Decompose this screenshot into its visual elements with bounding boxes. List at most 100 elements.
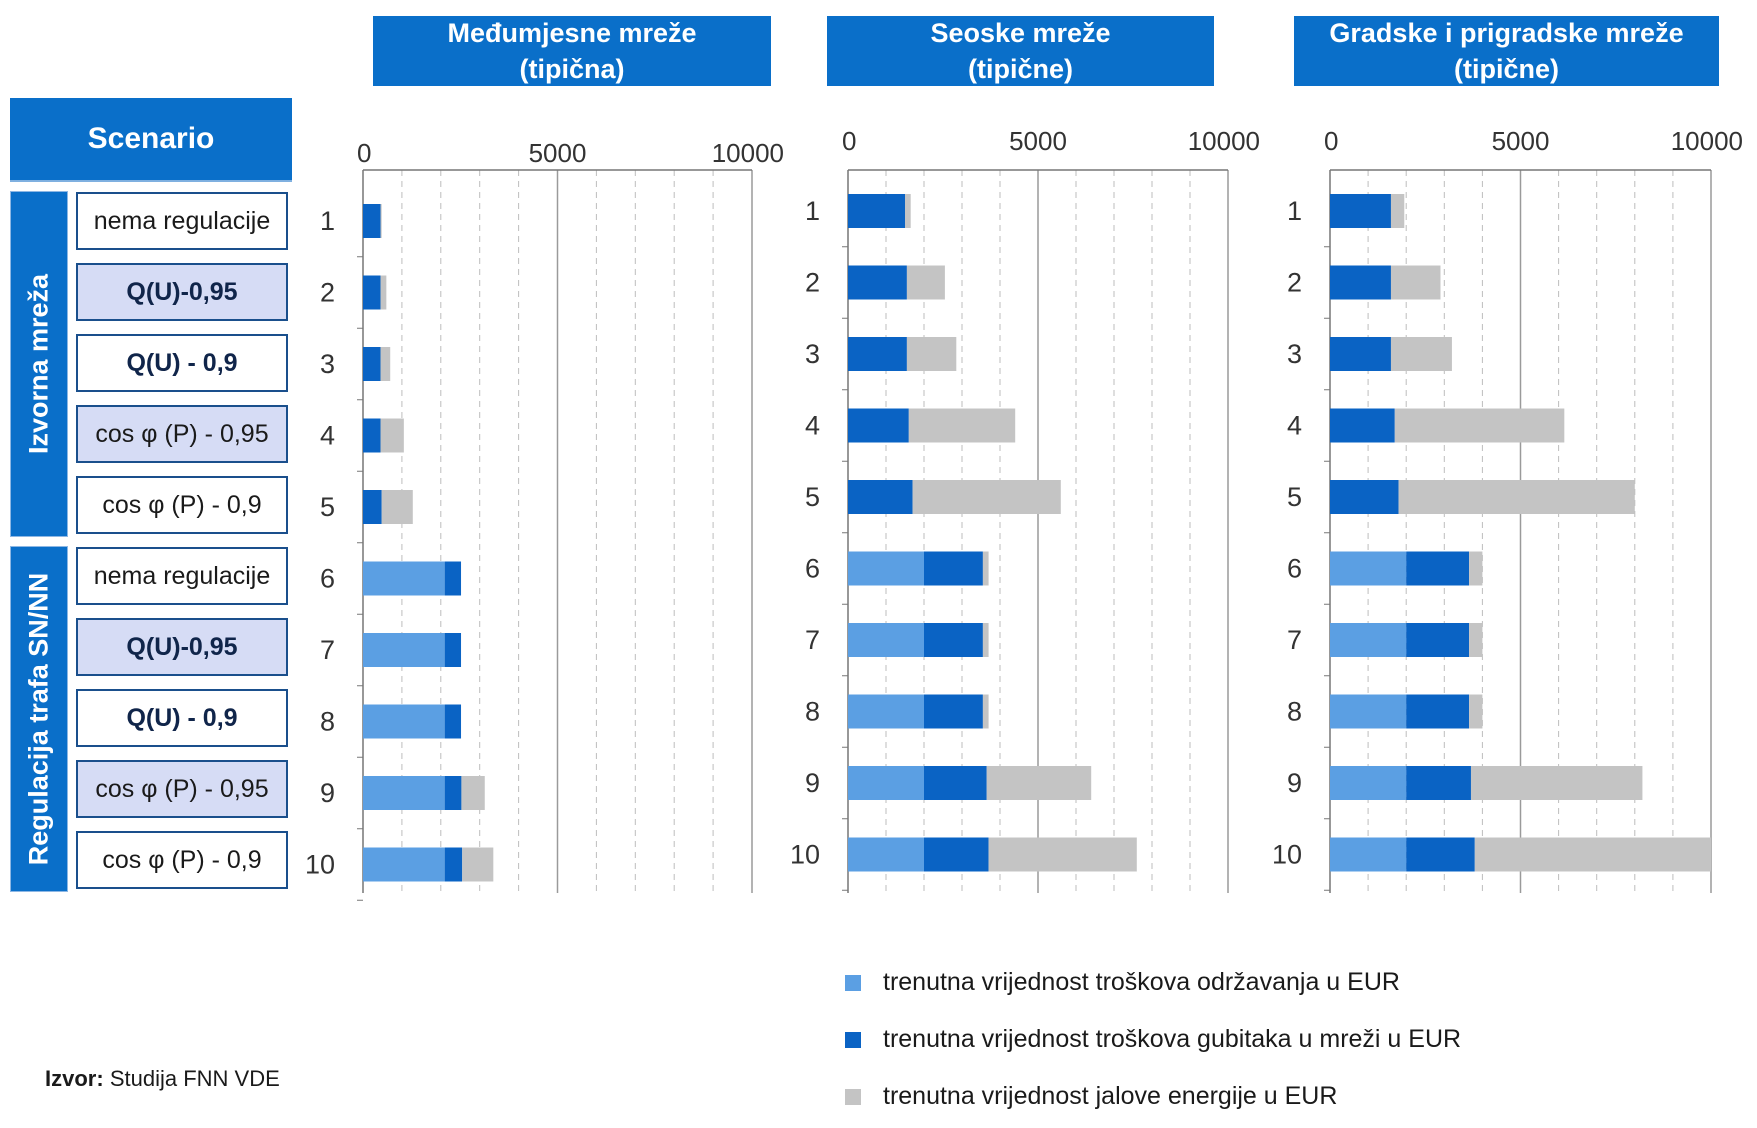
- chart-3-title-line1: Gradske i prigradske mreže: [1329, 18, 1684, 48]
- legend-item-losses: trenutna vrijednost troškova gubitaka u …: [845, 1025, 1461, 1054]
- bar-2-row-6-series-3: [982, 551, 989, 586]
- category-label: 2: [805, 268, 820, 298]
- bar-3-row-7-series-3: [1469, 623, 1483, 657]
- chart-2-title-line2: (tipične): [968, 54, 1073, 84]
- source-label: Izvor:: [45, 1066, 104, 1091]
- bar-2-row-1-series-2: [848, 194, 905, 228]
- bar-2-row-5-series-3: [912, 480, 1061, 514]
- category-label: 9: [1287, 768, 1302, 798]
- category-label: 10: [790, 840, 820, 870]
- bar-3-row-2-series-2: [1330, 265, 1391, 300]
- bar-3-row-3-series-3: [1390, 337, 1452, 371]
- bar-2-row-8-series-2: [924, 694, 983, 729]
- category-label: 4: [320, 421, 335, 451]
- bar-1-row-6-series-2: [444, 561, 462, 596]
- legend-label: trenutna vrijednost troškova održavanja …: [883, 968, 1400, 996]
- chart-3-title: Gradske i prigradske mreže (tipične): [1294, 16, 1719, 86]
- bar-2-row-4-series-2: [848, 408, 909, 443]
- category-label: 8: [1287, 697, 1302, 727]
- bar-2-row-10-series-1: [848, 837, 924, 872]
- chart-2-title-line1: Seoske mreže: [930, 18, 1111, 48]
- source-note: Izvor: Studija FNN VDE: [45, 1066, 280, 1092]
- bar-2-row-8-series-3: [982, 694, 989, 729]
- scenario-row-4: cos φ (P) - 0,95: [76, 405, 288, 463]
- bar-1-row-4-series-3: [380, 418, 404, 453]
- bar-2-row-5-series-2: [848, 480, 913, 514]
- category-label: 5: [320, 492, 335, 522]
- bar-2-row-9-series-2: [924, 766, 987, 800]
- scenario-row-1: nema regulacije: [76, 192, 288, 250]
- x-tick-label: 5000: [1492, 126, 1550, 156]
- scenario-row-8: Q(U) - 0,9: [76, 689, 288, 747]
- scenario-row-9: cos φ (P) - 0,95: [76, 760, 288, 818]
- bar-2-row-2-series-2: [848, 265, 907, 300]
- bar-1-row-9-series-3: [461, 776, 485, 810]
- bar-3-row-4-series-2: [1330, 408, 1395, 443]
- x-tick-label: 10000: [1188, 126, 1260, 156]
- category-label: 3: [320, 349, 335, 379]
- bar-1-row-5-series-3: [381, 490, 413, 524]
- bar-2-row-4-series-3: [908, 408, 1016, 443]
- chart-3-title-line2: (tipične): [1454, 54, 1559, 84]
- category-label: 5: [1287, 482, 1302, 512]
- bar-3-row-9-series-2: [1406, 766, 1471, 800]
- x-tick-label: 10000: [1671, 126, 1743, 156]
- legend-label: trenutna vrijednost jalove energije u EU…: [883, 1082, 1338, 1110]
- bar-3-row-6-series-2: [1406, 551, 1470, 586]
- bar-3-row-1-series-2: [1330, 194, 1391, 228]
- x-tick-label: 5000: [529, 138, 587, 168]
- bar-1-row-2-series-2: [363, 275, 381, 310]
- bar-2-row-3-series-2: [848, 337, 907, 371]
- chart-2-title: Seoske mreže (tipične): [827, 16, 1214, 86]
- category-label: 6: [1287, 554, 1302, 584]
- bar-2-row-10-series-3: [988, 837, 1137, 872]
- bar-1-row-7-series-1: [363, 633, 445, 667]
- group-regulacija-trafa: Regulacija trafa SN/NN: [10, 546, 68, 892]
- bar-2-row-10-series-2: [924, 837, 989, 872]
- bar-1-row-1-series-3: [380, 204, 382, 238]
- legend-item-maintenance: trenutna vrijednost troškova održavanja …: [845, 968, 1400, 997]
- bar-2-row-8-series-1: [848, 694, 924, 729]
- bar-1-row-8-series-2: [444, 704, 462, 739]
- legend-swatch-reactive: [845, 1088, 861, 1105]
- bar-2-row-6-series-2: [924, 551, 983, 586]
- bar-1-row-7-series-2: [444, 633, 462, 667]
- chart-1-title-line1: Međumjesne mreže: [447, 18, 697, 48]
- chart-1-title-line2: (tipična): [519, 54, 625, 84]
- bar-3-row-6-series-1: [1330, 551, 1407, 586]
- bar-2-row-2-series-3: [906, 265, 945, 300]
- chart-1-title: Međumjesne mreže (tipična): [373, 16, 771, 86]
- category-label: 2: [1287, 268, 1302, 298]
- category-label: 6: [805, 554, 820, 584]
- category-label: 7: [805, 625, 820, 655]
- legend-item-reactive: trenutna vrijednost jalove energije u EU…: [845, 1082, 1337, 1111]
- scenario-header: Scenario: [10, 98, 292, 182]
- category-label: 7: [1287, 625, 1302, 655]
- bar-2-row-7-series-3: [982, 623, 989, 657]
- x-tick-label: 10000: [712, 138, 784, 168]
- bar-3-row-10-series-2: [1406, 837, 1475, 872]
- bar-3-row-8-series-1: [1330, 694, 1407, 729]
- bar-2-row-9-series-3: [986, 766, 1092, 800]
- bar-1-row-2-series-3: [380, 275, 387, 310]
- bar-3-row-1-series-3: [1390, 194, 1405, 228]
- x-tick-label: 0: [357, 138, 371, 168]
- scenario-row-2: Q(U)-0,95: [76, 263, 288, 321]
- bar-1-row-3-series-2: [363, 347, 381, 381]
- bar-2-row-1-series-3: [905, 194, 911, 228]
- bar-3-row-4-series-3: [1394, 408, 1565, 443]
- scenario-row-7: Q(U)-0,95: [76, 618, 288, 676]
- bar-1-row-8-series-1: [363, 704, 445, 739]
- bar-1-row-10-series-3: [462, 847, 494, 882]
- bar-3-row-5-series-3: [1398, 480, 1635, 514]
- x-tick-label: 5000: [1009, 126, 1067, 156]
- bar-3-row-10-series-1: [1330, 837, 1407, 872]
- category-label: 9: [805, 768, 820, 798]
- category-label: 4: [1287, 411, 1302, 441]
- category-label: 10: [305, 850, 335, 880]
- bar-2-row-6-series-1: [848, 551, 924, 586]
- scenario-row-6: nema regulacije: [76, 547, 288, 605]
- bar-3-row-6-series-3: [1469, 551, 1483, 586]
- bar-3-row-3-series-2: [1330, 337, 1391, 371]
